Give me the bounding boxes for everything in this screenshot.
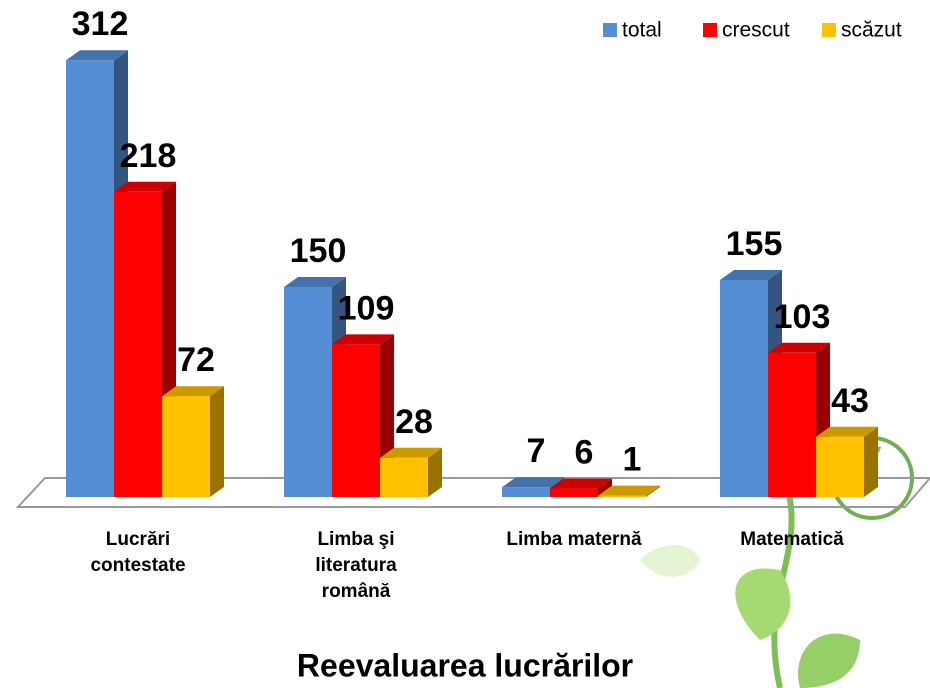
bar: [502, 487, 550, 497]
legend-label: scăzut: [841, 19, 902, 42]
bar-side: [210, 386, 224, 497]
category-label: Limba maternă: [506, 529, 642, 550]
bar-side: [598, 478, 612, 497]
bar: [114, 191, 162, 498]
bar: [66, 60, 114, 497]
bar-side: [428, 447, 442, 497]
bar-top: [598, 485, 660, 496]
bar-side: [646, 485, 660, 497]
bar-top: [162, 386, 224, 397]
bar-top: [816, 426, 878, 437]
chart-title: Reevaluarea lucrărilor: [297, 647, 633, 683]
value-label: 150: [290, 232, 347, 270]
value-label: 109: [338, 289, 395, 327]
value-label: 218: [120, 137, 177, 175]
bar: [332, 344, 380, 497]
value-label: 72: [177, 341, 215, 379]
bar-top: [380, 447, 442, 458]
value-label: 28: [395, 403, 433, 441]
bar: [816, 436, 864, 497]
bar: [768, 352, 816, 497]
value-label: 155: [726, 225, 783, 263]
value-label: 1: [623, 441, 642, 479]
bar-top: [550, 478, 612, 489]
legend-label: total: [622, 19, 662, 42]
bar: [380, 457, 428, 497]
bar: [162, 396, 210, 497]
category-label: Limba şi literatura română: [315, 529, 397, 602]
legend-swatch: [822, 23, 836, 37]
floor: [15, 477, 930, 508]
bar-side: [864, 426, 878, 497]
bar-top: [768, 342, 830, 353]
value-label: 6: [575, 434, 594, 472]
bar: [284, 287, 332, 497]
bar: [550, 488, 598, 497]
bar-top: [720, 270, 782, 280]
bar-top: [66, 50, 128, 61]
value-label: 312: [72, 5, 129, 43]
category-label: Lucrări contestate: [90, 529, 186, 576]
bar-top: [332, 334, 394, 345]
value-label: 43: [831, 382, 869, 420]
category-label: Matematică: [740, 529, 844, 550]
legend-swatch: [703, 23, 717, 37]
bar-top: [114, 181, 176, 192]
bar-top: [502, 477, 564, 488]
value-label: 103: [774, 298, 831, 336]
legend-swatch: [603, 23, 617, 37]
bar: [598, 495, 646, 497]
value-label: 7: [527, 432, 546, 470]
bar: [720, 280, 768, 497]
legend-label: crescut: [722, 19, 790, 42]
bar-top: [284, 277, 346, 287]
